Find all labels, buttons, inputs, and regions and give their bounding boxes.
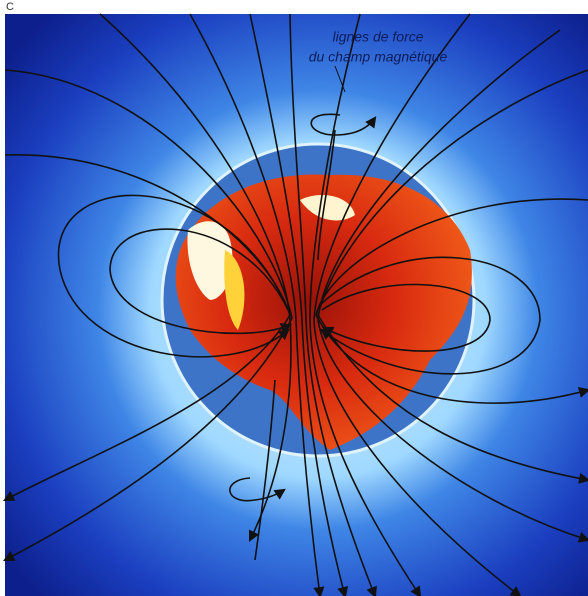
globe	[162, 144, 474, 456]
panel-label: C	[6, 1, 14, 13]
illustration: C lignes de force du champ magnétique	[0, 0, 588, 596]
annotation-line: lignes de force	[332, 29, 423, 45]
page: C lignes de force du champ magnétique ((…	[0, 0, 588, 596]
annotation-line: du champ magnétique	[309, 49, 448, 65]
